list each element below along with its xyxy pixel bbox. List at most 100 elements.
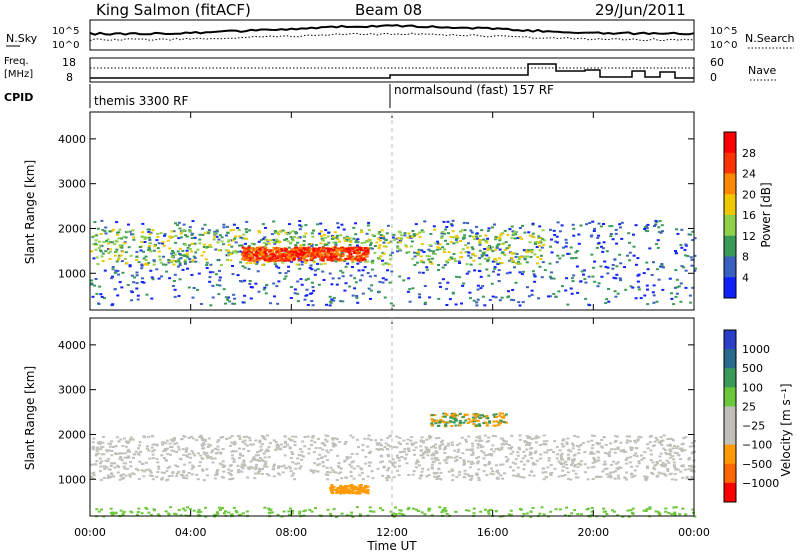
range-gate-cell (311, 229, 315, 232)
noise-panel-frame (89, 19, 695, 51)
range-gate-cell (121, 445, 125, 447)
range-gate-cell (659, 472, 663, 475)
range-gate-cell (517, 258, 521, 260)
range-gate-cell (272, 220, 276, 223)
range-gate-cell (437, 269, 440, 271)
range-gate-cell (675, 228, 679, 231)
range-gate-cell (353, 287, 357, 290)
range-gate-cell (351, 294, 355, 297)
range-gate-cell (298, 512, 302, 515)
range-gate-cell (421, 271, 425, 274)
range-gate-cell (381, 474, 385, 477)
range-gate-cell (665, 453, 669, 456)
range-gate-cell (452, 421, 456, 424)
range-gate-cell (266, 239, 270, 242)
freq-label-line2: [MHz] (4, 69, 33, 80)
range-gate-cell (360, 274, 364, 277)
range-gate-cell (280, 443, 284, 446)
range-gate-cell (690, 264, 694, 267)
range-gate-cell (432, 454, 436, 457)
range-gate-cell (344, 441, 348, 443)
beam-title: Beam 08 (355, 1, 422, 19)
range-gate-cell (321, 448, 325, 451)
range-gate-cell (314, 507, 317, 510)
range-gate-cell (257, 240, 261, 243)
range-gate-cell (381, 281, 385, 284)
range-gate-cell (356, 248, 360, 251)
range-gate-cell (162, 457, 166, 459)
range-gate-cell (115, 240, 119, 243)
range-gate-cell (145, 293, 149, 296)
range-gate-cell (310, 439, 314, 442)
range-gate-cell (110, 230, 114, 232)
range-gate-cell (565, 241, 569, 244)
range-gate-cell (437, 297, 441, 300)
range-gate-cell (408, 288, 412, 291)
range-gate-cell (135, 250, 139, 253)
range-gate-cell (539, 444, 543, 446)
range-gate-cell (90, 250, 94, 253)
range-gate-cell (213, 230, 217, 233)
range-gate-cell (627, 232, 631, 235)
range-gate-cell (491, 470, 495, 473)
range-gate-cell (487, 509, 491, 512)
range-gate-cell (120, 260, 124, 263)
range-gate-cell (614, 228, 618, 231)
range-gate-cell (230, 454, 234, 457)
range-gate-cell (357, 269, 361, 272)
range-gate-cell (193, 256, 197, 259)
range-gate-cell (366, 445, 370, 448)
range-gate-cell (600, 439, 604, 441)
range-gate-cell (389, 510, 393, 513)
range-gate-cell (157, 277, 161, 280)
range-gate-cell (457, 448, 461, 451)
range-gate-cell (693, 450, 697, 453)
range-gate-cell (637, 286, 641, 289)
range-gate-cell (652, 294, 656, 297)
range-gate-cell (339, 255, 343, 258)
range-gate-cell (231, 457, 235, 460)
range-gate-cell (141, 231, 144, 234)
range-gate-cell (248, 439, 252, 442)
range-gate-cell (389, 445, 392, 448)
range-gate-cell (493, 416, 497, 418)
range-gate-cell (688, 294, 692, 297)
range-gate-cell (119, 455, 123, 458)
range-gate-cell (342, 486, 346, 488)
range-gate-cell (227, 243, 231, 246)
range-gate-cell (324, 247, 328, 250)
range-gate-cell (231, 265, 234, 267)
range-gate-cell (428, 435, 431, 438)
range-gate-cell (263, 438, 267, 441)
range-gate-cell (165, 270, 169, 273)
range-gate-cell (290, 451, 294, 453)
range-gate-cell (608, 474, 612, 477)
range-gate-cell (263, 252, 267, 255)
range-gate-cell (507, 259, 511, 262)
range-gate-cell (693, 237, 697, 240)
range-gate-cell (405, 245, 409, 248)
range-gate-cell (561, 438, 565, 441)
range-gate-cell (608, 471, 612, 474)
range-gate-cell (345, 514, 349, 517)
range-gate-cell (281, 255, 285, 258)
range-gate-cell (277, 233, 281, 236)
range-gate-cell (428, 507, 432, 510)
range-gate-cell (645, 475, 649, 478)
range-gate-cell (412, 470, 416, 473)
range-gate-cell (497, 280, 501, 283)
range-gate-cell (411, 230, 415, 232)
range-gate-cell (536, 262, 539, 265)
range-gate-cell (294, 254, 298, 257)
range-gate-cell (127, 246, 131, 249)
range-gate-cell (147, 261, 151, 264)
range-gate-cell (498, 299, 502, 302)
colorbar-swatch (724, 256, 736, 278)
range-gate-cell (191, 260, 195, 263)
range-gate-cell (199, 436, 203, 439)
range-gate-cell (466, 473, 470, 476)
range-gate-cell (298, 236, 302, 239)
range-gate-cell (170, 230, 174, 233)
range-gate-cell (200, 443, 204, 446)
range-gate-cell (564, 460, 568, 463)
